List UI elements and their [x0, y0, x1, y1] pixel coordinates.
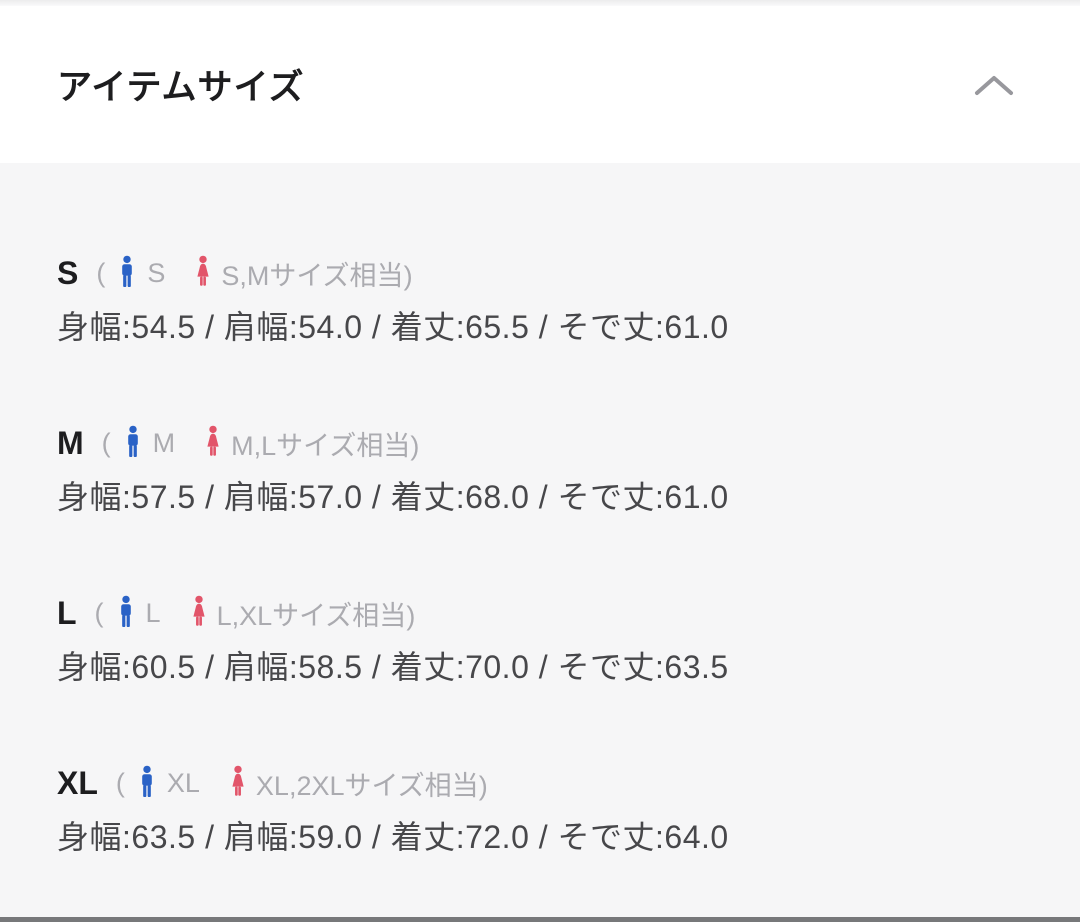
paren-close: ): [403, 260, 413, 291]
size-letter: S: [57, 254, 79, 291]
top-divider-strip: [0, 0, 1080, 6]
size-label-row: M ( M: [57, 423, 1023, 463]
size-letter: M: [57, 424, 84, 461]
womens-size-equiv: S,Mサイズ相当: [221, 260, 404, 291]
mens-size-equiv: M: [152, 427, 176, 458]
size-measurements: 身幅:54.5 / 肩幅:54.0 / 着丈:65.5 / そで丈:61.0: [57, 309, 729, 345]
female-figure-icon: [205, 425, 221, 461]
size-label-row: S ( S: [57, 253, 1023, 293]
paren-open: (: [96, 257, 106, 288]
womens-size-equiv-wrap: S,Mサイズ相当): [221, 254, 412, 293]
mens-size-equiv: L: [145, 597, 161, 628]
male-figure-icon: [118, 595, 134, 631]
size-measurements: 身幅:63.5 / 肩幅:59.0 / 着丈:72.0 / そで丈:64.0: [57, 819, 729, 855]
paren-open: (: [115, 767, 125, 798]
size-entry-xl: XL ( XL: [57, 763, 1023, 859]
size-entry-m: M ( M: [57, 423, 1023, 519]
paren-close: ): [406, 600, 416, 631]
paren-close: ): [478, 770, 488, 801]
size-label-row: XL ( XL: [57, 763, 1023, 803]
male-figure-icon: [139, 765, 155, 801]
size-letter: XL: [57, 764, 98, 801]
size-measurements: 身幅:57.5 / 肩幅:57.0 / 着丈:68.0 / そで丈:61.0: [57, 479, 729, 515]
size-letter: L: [57, 594, 77, 631]
size-entry-s: S ( S: [57, 253, 1023, 349]
womens-size-equiv: XL,2XLサイズ相当: [255, 770, 479, 801]
womens-size-equiv-wrap: M,Lサイズ相当): [231, 424, 419, 463]
female-figure-icon: [191, 595, 207, 631]
paren-open: (: [101, 427, 111, 458]
size-label-row: L ( L: [57, 593, 1023, 633]
bottom-divider-bar: [0, 917, 1080, 922]
item-size-accordion-header[interactable]: アイテムサイズ: [0, 6, 1080, 163]
paren-open: (: [94, 597, 104, 628]
womens-size-equiv: L,XLサイズ相当: [216, 600, 407, 631]
male-figure-icon: [125, 425, 141, 461]
mens-size-equiv: XL: [166, 767, 200, 798]
male-figure-icon: [119, 255, 135, 291]
female-figure-icon: [230, 765, 246, 801]
section-title: アイテムサイズ: [57, 68, 305, 107]
womens-size-equiv-wrap: XL,2XLサイズ相当): [256, 764, 488, 803]
size-list-section: S ( S: [0, 163, 1080, 917]
paren-close: ): [410, 430, 420, 461]
size-entry-l: L ( L: [57, 593, 1023, 689]
female-figure-icon: [195, 255, 211, 291]
size-measurements: 身幅:60.5 / 肩幅:58.5 / 着丈:70.0 / そで丈:63.5: [57, 649, 729, 685]
mens-size-equiv: S: [147, 257, 166, 288]
chevron-up-icon[interactable]: [972, 71, 1016, 99]
womens-size-equiv: M,Lサイズ相当: [231, 430, 411, 461]
womens-size-equiv-wrap: L,XLサイズ相当): [217, 594, 416, 633]
